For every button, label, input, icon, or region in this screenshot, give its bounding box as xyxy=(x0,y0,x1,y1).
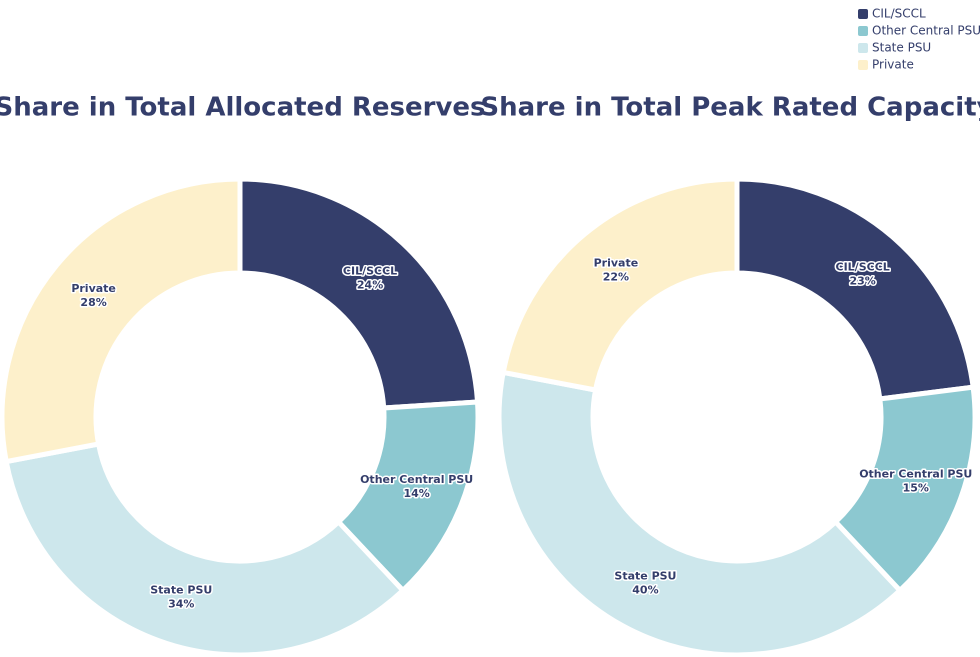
donut-slice xyxy=(0,176,243,465)
slice-category: CIL/SCCL xyxy=(836,260,890,273)
slice-category: Private xyxy=(594,257,639,270)
legend-label: Private xyxy=(872,58,914,72)
chart-title: Share in Total Peak Rated Capacity xyxy=(480,93,980,123)
legend-label: CIL/SCCL xyxy=(872,7,926,21)
slice-value: 28% xyxy=(80,296,106,309)
slice-category: Private xyxy=(71,282,116,295)
slice-category: Other Central PSU xyxy=(360,473,473,486)
legend-swatch xyxy=(858,9,868,19)
legend-label: Other Central PSU xyxy=(872,24,980,38)
slice-value: 34% xyxy=(168,598,194,611)
legend-swatch xyxy=(858,60,868,70)
donut-slice xyxy=(496,369,904,657)
donut-slice xyxy=(500,176,740,393)
slice-value: 23% xyxy=(849,274,875,287)
donut-slice xyxy=(734,176,976,402)
slice-value: 40% xyxy=(632,583,658,596)
legend-swatch xyxy=(858,26,868,36)
slice-category: State PSU xyxy=(614,569,676,582)
donut-slice xyxy=(3,441,407,657)
slice-value: 22% xyxy=(603,271,629,284)
legend-swatch xyxy=(858,43,868,53)
slice-value: 24% xyxy=(357,278,383,291)
legend-label: State PSU xyxy=(872,41,931,55)
donut-slice xyxy=(237,176,481,411)
slice-value: 14% xyxy=(403,487,429,500)
slice-category: Other Central PSU xyxy=(859,467,972,480)
slice-value: 15% xyxy=(903,481,929,494)
slice-category: CIL/SCCL xyxy=(343,264,397,277)
slice-category: State PSU xyxy=(150,584,212,597)
chart-title: Share in Total Allocated Reserves xyxy=(0,93,485,123)
